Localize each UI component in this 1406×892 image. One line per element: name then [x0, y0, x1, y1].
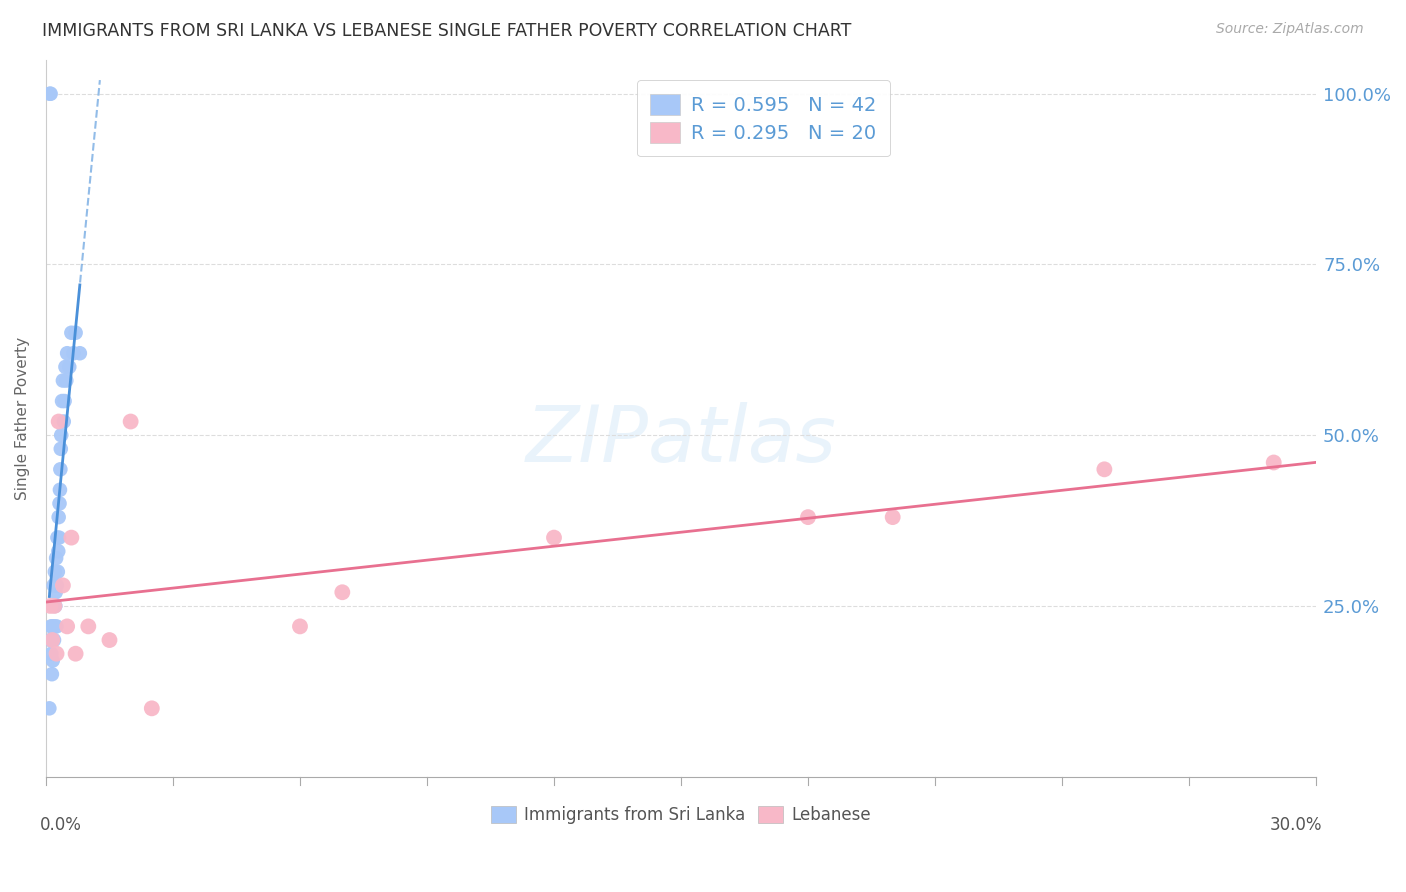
Point — [38, 701, 60, 715]
Point — [53, 394, 76, 409]
Point — [49, 442, 72, 456]
Point — [42, 578, 65, 592]
Point — [42, 654, 65, 668]
Point — [48, 496, 70, 510]
Point — [48, 415, 70, 429]
Point — [51, 428, 73, 442]
Point — [56, 346, 79, 360]
Point — [45, 619, 67, 633]
Text: Source: ZipAtlas.com: Source: ZipAtlas.com — [1216, 22, 1364, 37]
Y-axis label: Single Father Poverty: Single Father Poverty — [15, 336, 30, 500]
Point — [60, 531, 83, 545]
Point — [46, 578, 69, 592]
Point — [1092, 462, 1115, 476]
Point — [55, 374, 77, 388]
Point — [46, 531, 69, 545]
Point — [41, 633, 63, 648]
Point — [288, 619, 311, 633]
Point — [62, 346, 84, 360]
Point — [41, 667, 63, 681]
Point — [45, 551, 67, 566]
Text: 0.0%: 0.0% — [39, 816, 82, 834]
Point — [56, 619, 79, 633]
Text: 30.0%: 30.0% — [1270, 816, 1323, 834]
Point — [41, 647, 63, 661]
Point — [55, 359, 77, 374]
Point — [42, 599, 65, 613]
Text: ZIPatlas: ZIPatlas — [526, 401, 837, 477]
Point — [48, 531, 70, 545]
Point — [69, 346, 91, 360]
Point — [41, 633, 63, 648]
Point — [52, 374, 75, 388]
Point — [49, 462, 72, 476]
Point — [44, 565, 66, 579]
Point — [42, 633, 65, 648]
Point — [65, 326, 87, 340]
Point — [98, 633, 121, 648]
Point — [41, 619, 63, 633]
Point — [1263, 455, 1285, 469]
Point — [49, 483, 72, 497]
Text: IMMIGRANTS FROM SRI LANKA VS LEBANESE SINGLE FATHER POVERTY CORRELATION CHART: IMMIGRANTS FROM SRI LANKA VS LEBANESE SI… — [42, 22, 852, 40]
Point — [120, 415, 142, 429]
Point — [44, 619, 66, 633]
Point — [44, 599, 66, 613]
Point — [51, 394, 73, 409]
Point — [38, 87, 60, 101]
Legend: Immigrants from Sri Lanka, Lebanese: Immigrants from Sri Lanka, Lebanese — [482, 798, 880, 833]
Point — [39, 619, 62, 633]
Point — [44, 599, 66, 613]
Point — [65, 647, 87, 661]
Point — [45, 585, 67, 599]
Point — [543, 531, 565, 545]
Point — [45, 647, 67, 661]
Point — [141, 701, 163, 715]
Point — [39, 633, 62, 648]
Point — [52, 415, 75, 429]
Point — [52, 578, 75, 592]
Point — [39, 87, 62, 101]
Point — [60, 326, 83, 340]
Point — [39, 599, 62, 613]
Point — [46, 565, 69, 579]
Point — [797, 510, 820, 524]
Point — [58, 359, 80, 374]
Point — [882, 510, 904, 524]
Point — [330, 585, 353, 599]
Point — [48, 510, 70, 524]
Point — [46, 544, 69, 558]
Point — [77, 619, 100, 633]
